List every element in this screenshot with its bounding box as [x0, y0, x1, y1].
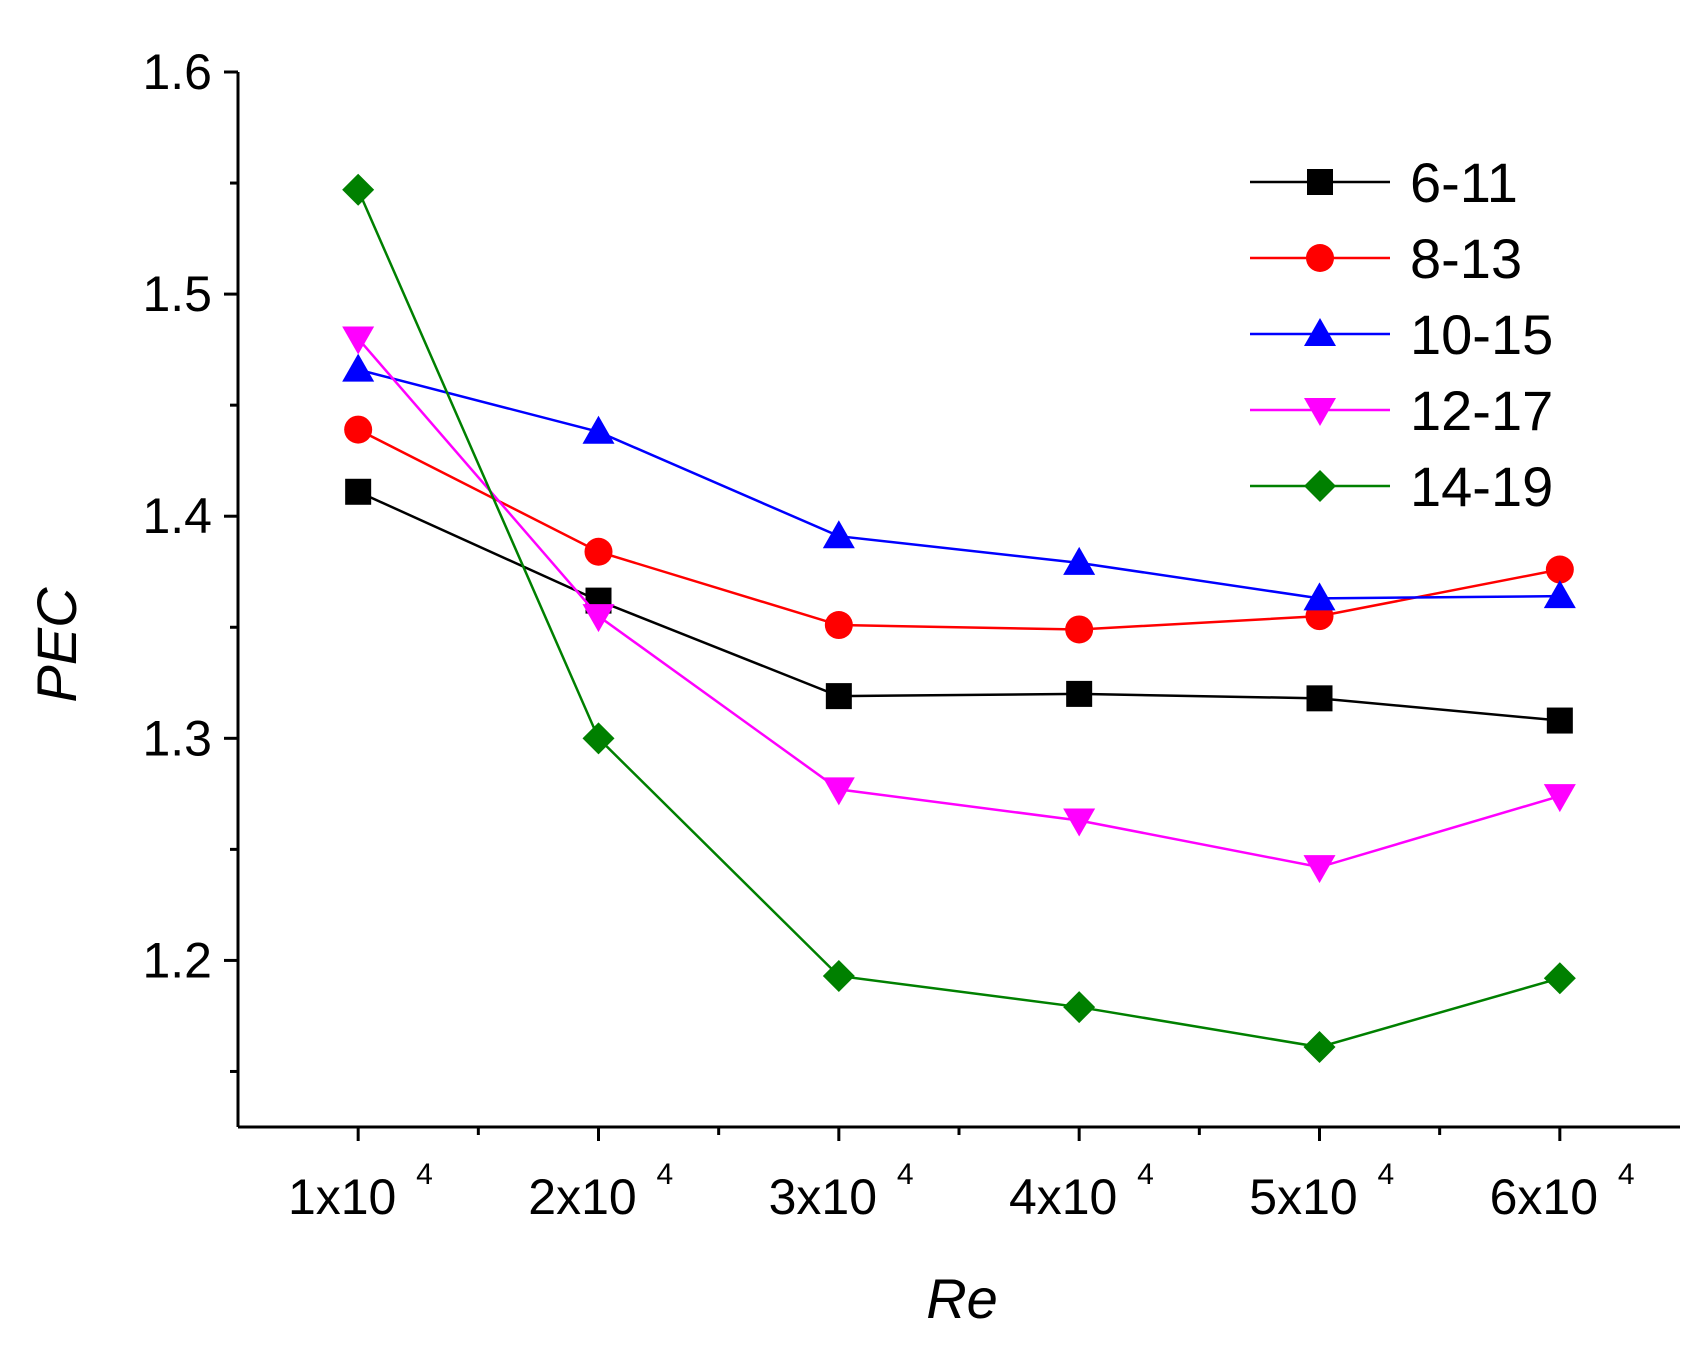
x-tick-exponent: 4: [1378, 1158, 1395, 1191]
data-point-6-11: [1306, 685, 1333, 712]
x-tick-label: 2x10: [528, 1169, 636, 1225]
data-point-14-19: [582, 722, 615, 755]
data-point-6-11: [825, 683, 852, 710]
data-point-14-19: [1063, 991, 1096, 1024]
series-6-11: [345, 478, 1573, 734]
x-tick-label: 5x10: [1249, 1169, 1357, 1225]
data-point-6-11: [1546, 707, 1573, 734]
series-14-19: [342, 173, 1576, 1064]
x-tick-exponent: 4: [1137, 1158, 1154, 1191]
series-line-12-17: [357, 337, 1561, 869]
data-point-10-15: [822, 520, 855, 549]
data-point-14-19: [342, 173, 375, 206]
legend-label: 10-15: [1410, 303, 1553, 366]
x-tick-exponent: 4: [416, 1158, 433, 1191]
series-line-10-15: [357, 368, 1560, 600]
data-point-12-17: [1303, 855, 1336, 884]
axes: 1.2 1.3 1.4 1.5 1.6 1x10 4 2x10 4 3x10 4 4x10 4 5x10 4…: [142, 44, 1680, 1225]
data-point-12-17: [582, 604, 615, 633]
legend-marker: [1306, 244, 1334, 272]
legend-label: 14-19: [1410, 455, 1553, 518]
data-point-14-19: [1303, 1031, 1336, 1064]
y-tick-label: 1.5: [142, 266, 212, 322]
series-10-15: [342, 353, 1576, 611]
y-tick-label: 1.4: [142, 488, 212, 544]
legend-entry: 6-11: [1250, 151, 1518, 214]
series-line-6-11: [357, 490, 1560, 722]
series-12-17: [342, 326, 1576, 884]
data-point-10-15: [582, 415, 615, 444]
data-point-6-11: [1066, 680, 1093, 707]
y-tick-label: 1.6: [142, 44, 212, 100]
legend: 6-11 8-13 10-15 12-17 14-19: [1250, 151, 1553, 518]
x-tick-exponent: 4: [657, 1158, 674, 1191]
data-point-12-17: [342, 326, 375, 355]
series-line-14-19: [357, 189, 1561, 1049]
data-point-10-15: [1063, 546, 1096, 575]
x-axis-title: Re: [926, 1267, 998, 1330]
x-tick-label: 1x10: [288, 1169, 396, 1225]
x-tick-exponent: 4: [1618, 1158, 1635, 1191]
x-tick-exponent: 4: [897, 1158, 914, 1191]
legend-entry: 14-19: [1250, 455, 1553, 518]
data-point-10-15: [1303, 582, 1336, 611]
series-layer: [342, 173, 1576, 1064]
data-point-10-15: [342, 353, 375, 382]
data-point-8-13: [824, 611, 853, 640]
data-point-8-13: [584, 537, 613, 566]
data-point-8-13: [1545, 555, 1574, 584]
legend-entry: 10-15: [1250, 303, 1553, 366]
data-point-6-11: [345, 478, 372, 505]
y-tick-label: 1.2: [142, 932, 212, 988]
legend-label: 12-17: [1410, 379, 1553, 442]
series-line-8-13: [357, 428, 1561, 631]
data-point-12-17: [822, 777, 855, 806]
legend-label: 6-11: [1410, 151, 1518, 214]
legend-entry: 8-13: [1250, 227, 1522, 290]
x-tick-label: 3x10: [769, 1169, 877, 1225]
x-tick-label: 6x10: [1490, 1169, 1598, 1225]
data-point-12-17: [1543, 784, 1576, 813]
data-point-12-17: [1063, 808, 1096, 837]
data-point-8-13: [1065, 615, 1094, 644]
data-point-14-19: [1543, 962, 1576, 995]
legend-marker: [1304, 398, 1336, 426]
legend-label: 8-13: [1410, 227, 1522, 290]
y-axis-title: PEC: [25, 587, 88, 703]
legend-marker: [1304, 318, 1336, 346]
legend-marker: [1304, 470, 1336, 502]
data-point-14-19: [822, 959, 855, 992]
x-tick-label: 4x10: [1009, 1169, 1117, 1225]
series-8-13: [344, 415, 1574, 644]
data-point-8-13: [344, 415, 373, 444]
legend-entry: 12-17: [1250, 379, 1553, 442]
legend-marker: [1307, 169, 1333, 195]
y-tick-label: 1.3: [142, 710, 212, 766]
data-point-10-15: [1543, 580, 1576, 609]
